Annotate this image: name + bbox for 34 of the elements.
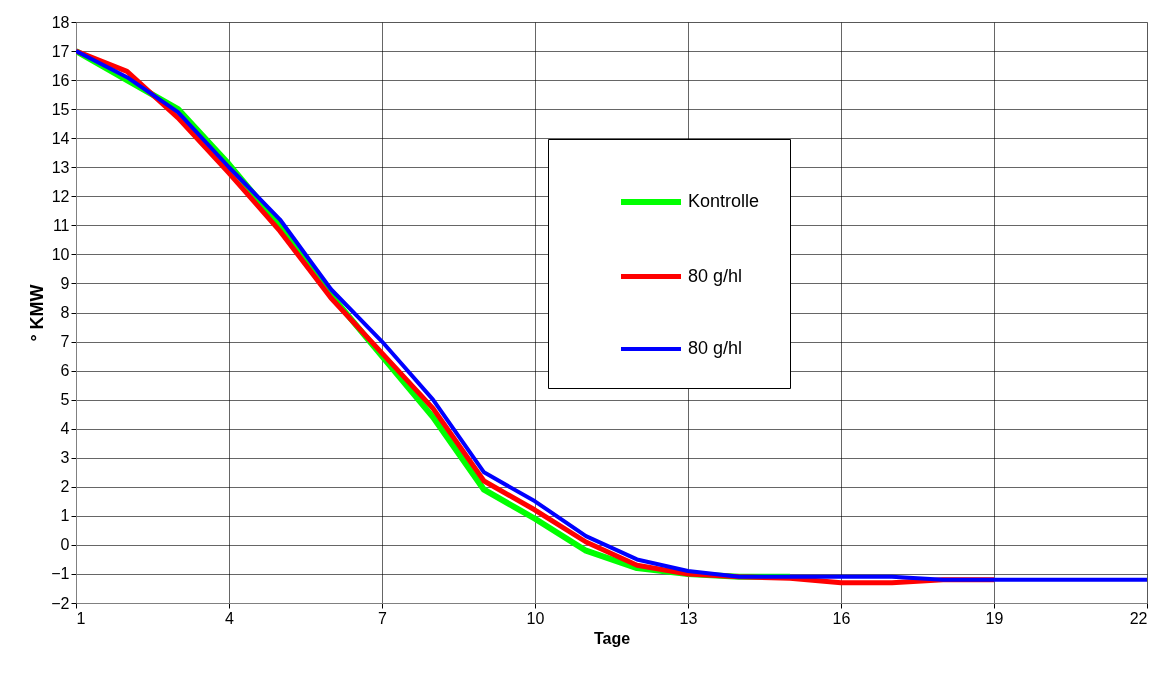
y-tick-label: −2 [51,594,70,612]
y-tick-label: 3 [60,449,70,467]
y-tick-label: 1 [60,507,70,525]
y-axis-title: ° KMW [27,284,48,342]
y-tick-label: 7 [60,333,70,351]
x-axis-title: Tage [593,629,631,647]
x-tick-label: 10 [526,609,545,627]
legend-label: 80 g/hl [688,265,743,286]
legend-label: 80 g/hl [688,338,743,358]
legend-label: Kontrolle [688,191,760,211]
y-tick-label: −1 [51,565,70,583]
x-tick-label: 22 [1129,609,1148,627]
y-tick-label: 15 [51,100,70,118]
y-tick-label: 9 [60,274,70,292]
y-tick-label: 2 [60,478,70,496]
y-tick-label: 13 [51,158,70,176]
x-tick-label: 13 [679,609,698,627]
y-tick-label: 14 [51,129,70,147]
y-tick-label: 18 [51,13,70,31]
x-tick-label: 16 [832,609,851,627]
y-tick-label: 11 [52,216,70,234]
x-tick-label: 19 [985,609,1004,627]
x-tick-label: 4 [225,609,235,627]
y-tick-label: 12 [51,187,70,205]
y-tick-label: 6 [60,362,70,380]
x-tick-label: 1 [76,609,86,627]
y-tick-label: 17 [51,42,70,60]
y-tick-label: 4 [60,420,70,438]
y-tick-label: 10 [51,245,70,263]
y-tick-label: 5 [60,391,70,409]
y-tick-label: 8 [60,304,70,321]
y-tick-label: 16 [51,71,70,89]
y-tick-label: 0 [60,536,70,554]
x-tick-label: 7 [378,609,388,627]
